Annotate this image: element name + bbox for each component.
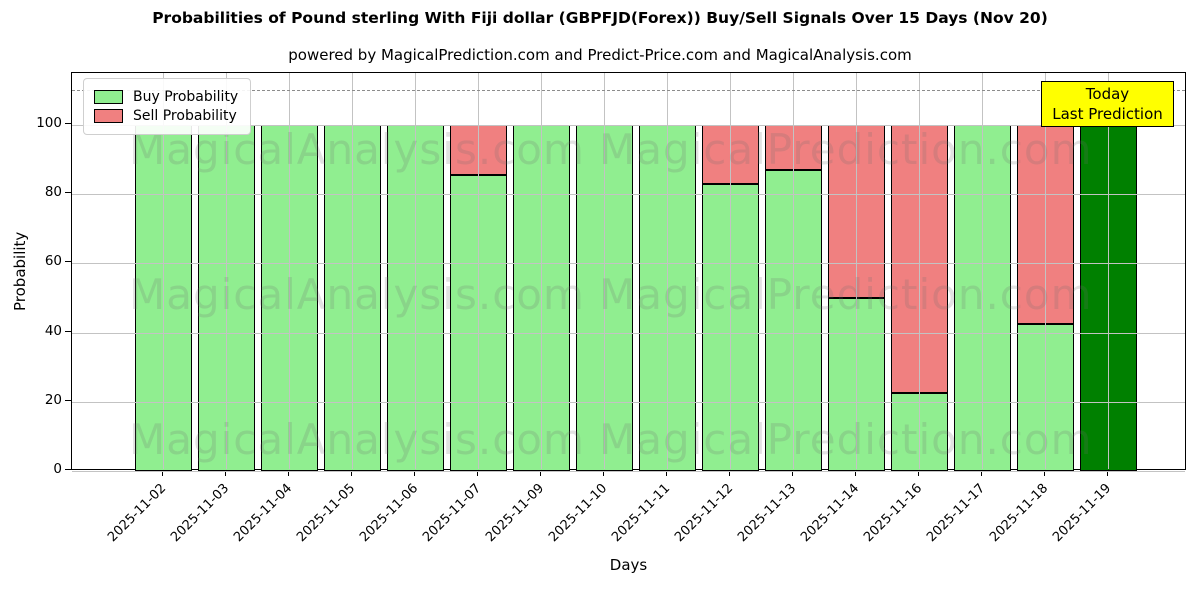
gridline-horizontal	[72, 124, 1185, 126]
gridline-vertical	[352, 73, 353, 469]
x-tick-mark	[981, 470, 982, 476]
x-tick-mark	[666, 470, 667, 476]
x-tick-label-text: 2025-11-13	[735, 481, 800, 546]
x-tick-label-text: 2025-11-14	[798, 481, 863, 546]
y-tick-mark	[65, 399, 71, 401]
x-tick-mark	[351, 470, 352, 476]
y-tick-mark	[65, 469, 71, 470]
x-tick-mark	[603, 470, 604, 476]
x-tick-label-text: 2025-11-19	[1050, 481, 1115, 546]
x-tick-label-text: 2025-11-10	[546, 481, 611, 546]
x-tick-mark	[1107, 470, 1108, 476]
x-tick-mark	[162, 470, 163, 476]
gridline-vertical	[226, 73, 227, 469]
y-tick-label: 100	[36, 114, 62, 131]
y-tick-mark	[65, 330, 71, 332]
x-tick-label-text: 2025-11-03	[168, 481, 233, 546]
gridline-vertical	[163, 73, 164, 469]
watermark-right-text: MagicalPrediction.com	[599, 415, 1093, 464]
gridline-vertical	[1045, 73, 1046, 469]
x-tick-label-text: 2025-11-06	[357, 481, 422, 546]
gridline-vertical	[604, 73, 605, 469]
x-tick-mark	[792, 470, 793, 476]
gridline-vertical	[541, 73, 542, 469]
y-tick-mark	[65, 192, 71, 194]
x-tick-label-text: 2025-11-12	[672, 481, 737, 546]
x-tick-mark	[288, 470, 289, 476]
gridline-horizontal	[72, 471, 1185, 472]
legend: Buy Probability Sell Probability	[83, 78, 252, 135]
x-tick-label-text: 2025-11-02	[105, 481, 170, 546]
gridline-vertical	[667, 73, 668, 469]
today-annotation-line2: Last Prediction	[1052, 105, 1163, 123]
gridline-horizontal	[72, 332, 1185, 334]
legend-swatch-sell	[94, 109, 123, 123]
x-tick-mark	[477, 470, 478, 476]
gridline-vertical	[478, 73, 479, 469]
x-tick-mark	[855, 470, 856, 476]
legend-swatch-buy	[94, 90, 123, 104]
y-tick-label: 80	[44, 184, 62, 201]
chart-title: Probabilities of Pound sterling With Fij…	[152, 9, 1048, 27]
gridline-horizontal	[72, 263, 1185, 265]
legend-item-sell: Sell Probability	[94, 108, 238, 124]
today-annotation: Today Last Prediction	[1041, 81, 1174, 127]
x-tick-label-text: 2025-11-18	[987, 481, 1052, 546]
watermark-right-text: MagicalPrediction.com	[599, 125, 1093, 174]
gridline-horizontal	[72, 401, 1185, 403]
x-tick-label-text: 2025-11-11	[609, 481, 674, 546]
gridline-vertical	[919, 73, 920, 469]
threshold-line	[72, 90, 1185, 92]
x-tick-label-text: 2025-11-07	[420, 481, 485, 546]
watermark-left-text: MagicalAnalysis.com	[129, 270, 585, 319]
gridline-vertical	[856, 73, 857, 469]
y-tick-label: 0	[53, 461, 62, 477]
y-tick-label: 20	[44, 391, 62, 408]
gridline-vertical	[1108, 73, 1109, 469]
gridline-vertical	[793, 73, 794, 469]
y-tick-mark	[65, 122, 71, 124]
x-tick-mark	[1044, 470, 1045, 476]
y-tick-label: 60	[44, 253, 62, 270]
gridline-vertical	[730, 73, 731, 469]
gridline-vertical	[415, 73, 416, 469]
gridline-vertical	[982, 73, 983, 469]
watermark-right-text: MagicalPrediction.com	[599, 270, 1093, 319]
y-tick-mark	[65, 261, 71, 263]
watermark-left-text: MagicalAnalysis.com	[129, 415, 585, 464]
legend-label-buy: Buy Probability	[133, 89, 239, 105]
x-tick-mark	[729, 470, 730, 476]
x-tick-label-text: 2025-11-16	[861, 481, 926, 546]
legend-label-sell: Sell Probability	[133, 108, 237, 124]
x-tick-mark	[414, 470, 415, 476]
x-tick-label-text: 2025-11-09	[483, 481, 548, 546]
x-tick-mark	[918, 470, 919, 476]
x-tick-mark	[225, 470, 226, 476]
gridline-vertical	[289, 73, 290, 469]
x-tick-mark	[540, 470, 541, 476]
gridline-horizontal	[72, 194, 1185, 196]
y-axis-label: Probability	[11, 231, 29, 311]
x-axis-label: Days	[609, 556, 648, 574]
x-tick-label-text: 2025-11-17	[924, 481, 989, 546]
plot-area: Buy Probability Sell Probability Today L…	[71, 72, 1186, 472]
today-annotation-line1: Today	[1085, 85, 1130, 103]
x-tick-label-text: 2025-11-05	[294, 481, 359, 546]
x-tick-label-text: 2025-11-04	[231, 481, 296, 546]
chart-subtitle: powered by MagicalPrediction.com and Pre…	[288, 46, 912, 64]
y-tick-label: 40	[44, 322, 62, 339]
legend-item-buy: Buy Probability	[94, 89, 238, 105]
